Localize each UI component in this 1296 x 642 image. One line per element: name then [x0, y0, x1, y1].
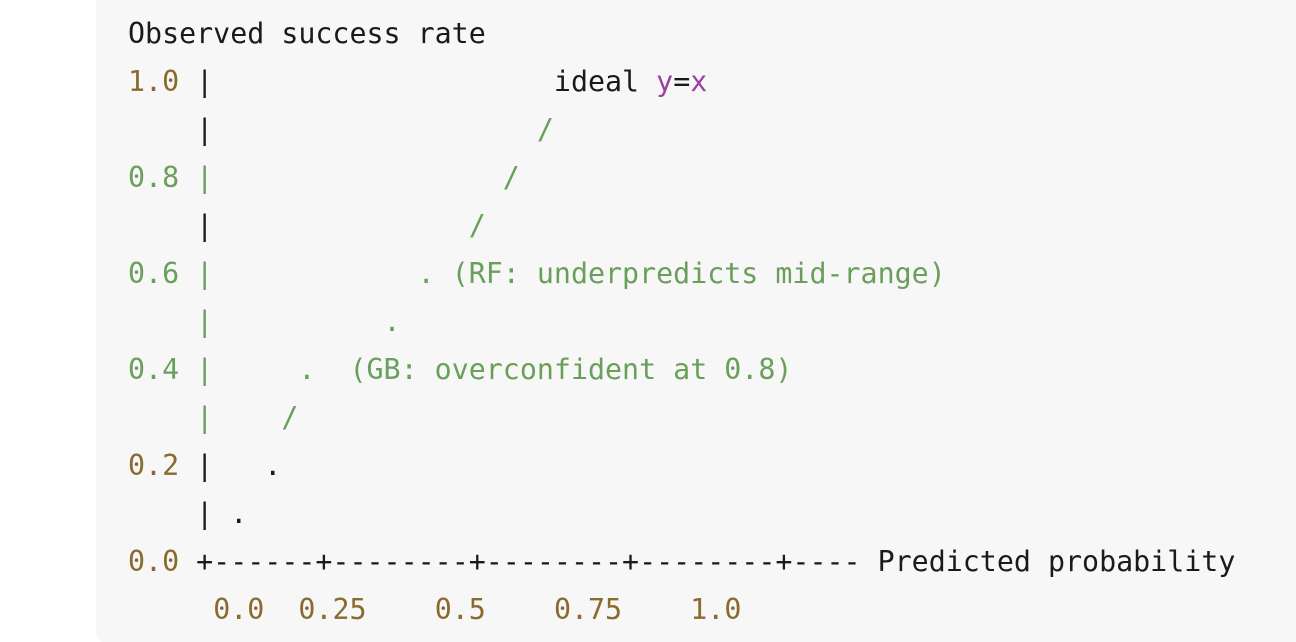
plot-title: Observed success rate	[128, 17, 486, 50]
x-axis-label: Predicted probability	[877, 545, 1236, 578]
y-tick-0-6: 0.6	[128, 257, 180, 290]
line-text: .	[213, 449, 282, 482]
axis-sep: |	[179, 113, 214, 146]
y-tick-blank	[128, 113, 179, 146]
axis-sep: |	[179, 65, 214, 98]
x-ticks-lead	[128, 593, 213, 626]
calibration-ascii-plot: Observed success rate 1.0 | ideal y=x | /…	[128, 10, 1235, 634]
line-text: ideal	[213, 65, 657, 98]
y-tick-0-0: 0.0	[128, 545, 180, 578]
axis-sep: |	[179, 161, 214, 194]
gb-annotation: . (GB: overconfident at 0.8)	[213, 353, 793, 386]
plot-line-9: 0.2 | .	[128, 442, 1235, 490]
line-text: /	[213, 209, 486, 242]
x-ticks-line: 0.0 0.25 0.5 0.75 1.0	[128, 586, 1235, 634]
y-tick-blank	[128, 209, 179, 242]
gap	[367, 593, 435, 626]
axis-sep: |	[179, 209, 214, 242]
equals: =	[673, 65, 691, 98]
line-text: .	[213, 305, 401, 338]
plot-line-3: 0.8 | /	[128, 154, 1235, 202]
plot-line-2: | /	[128, 106, 1235, 154]
plot-line-5: 0.6 | . (RF: underpredicts mid-range)	[128, 250, 1235, 298]
x-axis: +------+--------+--------+--------+----	[179, 545, 878, 578]
plot-line-4: | /	[128, 202, 1235, 250]
x-tick-0-25: 0.25	[298, 593, 367, 626]
axis-sep: |	[179, 353, 214, 386]
gap	[264, 593, 298, 626]
axis-sep: |	[179, 497, 214, 530]
gap	[622, 593, 690, 626]
y-tick-blank	[128, 497, 179, 530]
axis-sep: |	[179, 449, 214, 482]
line-text: .	[213, 497, 248, 530]
rf-annotation: . (RF: underpredicts mid-range)	[213, 257, 946, 290]
gap	[486, 593, 554, 626]
axis-sep: |	[179, 257, 214, 290]
y-var: y	[656, 65, 674, 98]
plot-line-7: 0.4 | . (GB: overconfident at 0.8)	[128, 346, 1235, 394]
y-tick-blank	[128, 401, 179, 434]
y-tick-0-2: 0.2	[128, 449, 180, 482]
x-var: x	[690, 65, 708, 98]
x-axis-line: 0.0 +------+--------+--------+--------+-…	[128, 538, 1235, 586]
plot-line-10: | .	[128, 490, 1235, 538]
axis-sep: |	[179, 305, 214, 338]
x-tick-0-5: 0.5	[434, 593, 486, 626]
line-text: /	[213, 401, 299, 434]
line-text: /	[213, 113, 554, 146]
line-text: /	[213, 161, 520, 194]
plot-line-1: 1.0 | ideal y=x	[128, 58, 1235, 106]
x-tick-0-75: 0.75	[553, 593, 623, 626]
plot-line-8: | /	[128, 394, 1235, 442]
y-tick-0-4: 0.4	[128, 353, 180, 386]
x-tick-0-0: 0.0	[213, 593, 265, 626]
y-tick-0-8: 0.8	[128, 161, 180, 194]
axis-sep: |	[179, 401, 214, 434]
plot-line-6: | .	[128, 298, 1235, 346]
y-tick-blank	[128, 305, 179, 338]
code-block	[96, 0, 1296, 642]
y-tick-1-0: 1.0	[128, 65, 180, 98]
x-tick-1-0: 1.0	[690, 593, 742, 626]
